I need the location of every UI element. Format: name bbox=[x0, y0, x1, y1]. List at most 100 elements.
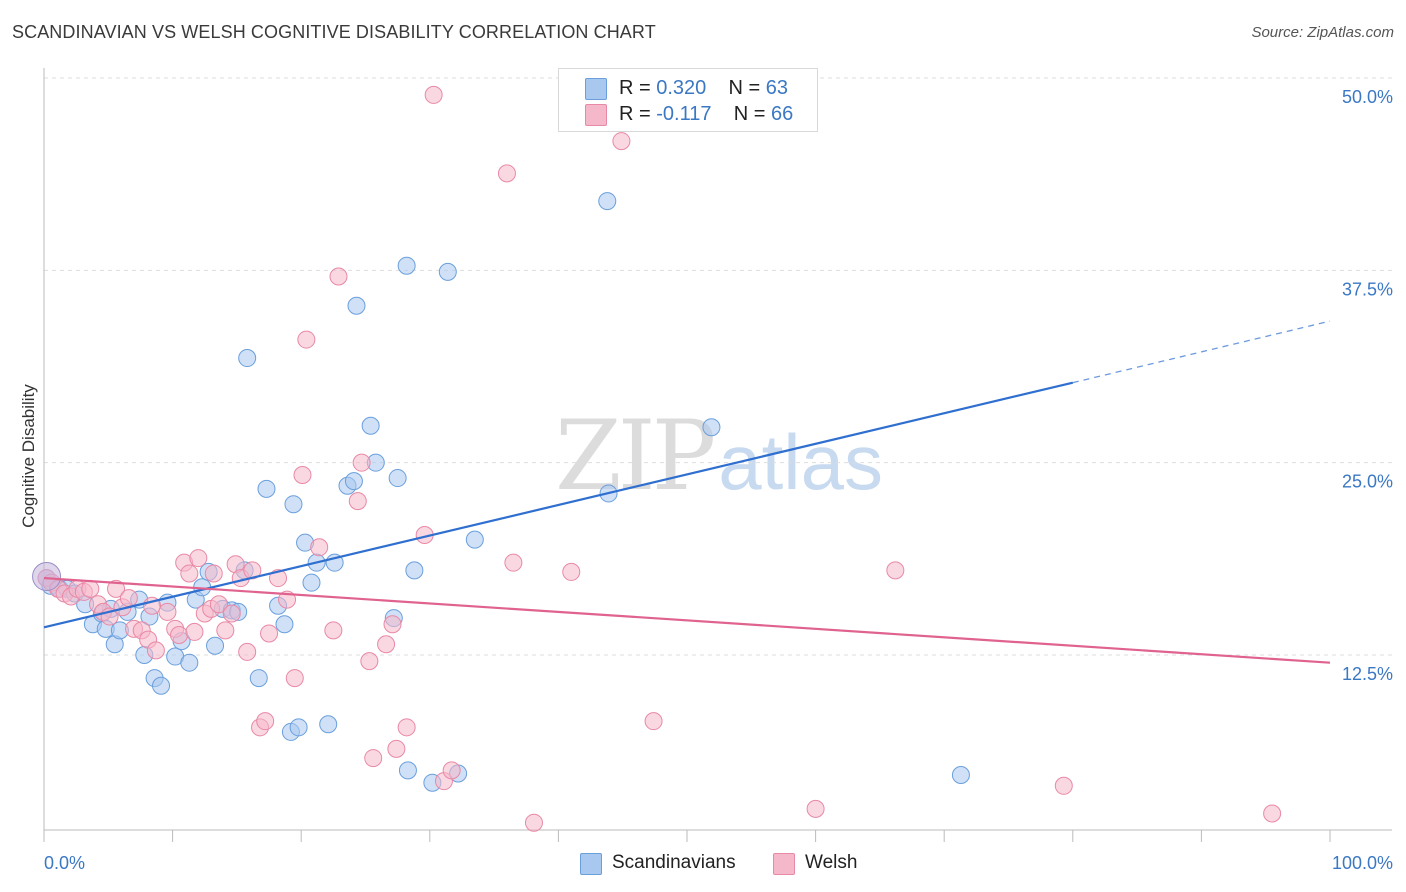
welsh-point bbox=[269, 569, 288, 588]
scandinavian-point bbox=[347, 296, 366, 315]
welsh-point bbox=[497, 164, 516, 183]
scandinavian-point bbox=[275, 615, 294, 634]
y-axis-label: Cognitive Disability bbox=[19, 384, 38, 528]
legend-r-value: -0.117 bbox=[656, 103, 712, 125]
bottom-legend-swatch-scandinavians bbox=[580, 853, 602, 875]
chart-title: SCANDINAVIAN VS WELSH COGNITIVE DISABILI… bbox=[12, 22, 656, 42]
welsh-point bbox=[285, 669, 304, 688]
welsh-point bbox=[524, 813, 543, 832]
welsh-point bbox=[644, 712, 663, 731]
welsh-point bbox=[170, 625, 189, 644]
scandinavian-point bbox=[405, 561, 424, 580]
pooled-point bbox=[32, 562, 62, 592]
welsh-point bbox=[81, 579, 100, 598]
welsh-point bbox=[562, 562, 581, 581]
scandinavian-point bbox=[598, 192, 617, 211]
welsh-point bbox=[1263, 804, 1282, 823]
scandinavian-point bbox=[180, 653, 199, 672]
welsh-point bbox=[806, 799, 825, 818]
welsh-point bbox=[504, 553, 523, 572]
scandinavian-point bbox=[238, 349, 257, 368]
scandinavian-point bbox=[465, 530, 484, 549]
legend-n-value: 66 bbox=[770, 103, 794, 125]
welsh-point bbox=[360, 652, 379, 671]
legend-r-label: R = bbox=[619, 77, 657, 99]
welsh-point bbox=[204, 564, 223, 583]
welsh-point bbox=[185, 622, 204, 641]
welsh-point bbox=[158, 602, 177, 621]
tick-labels: 12.5% 25.0% 37.5% 50.0% 0.0% 100.0% bbox=[44, 87, 1393, 873]
scandinavian-point bbox=[206, 636, 225, 655]
correlation-legend: R = 0.320 N = 63 R = -0.117 N = 66 bbox=[558, 68, 818, 132]
welsh-point bbox=[293, 465, 312, 484]
welsh-point bbox=[189, 549, 208, 568]
welsh-point bbox=[146, 641, 165, 660]
scandinavian-point bbox=[361, 416, 380, 435]
welsh-point bbox=[324, 621, 343, 640]
data-points bbox=[32, 85, 1282, 832]
welsh-point bbox=[348, 492, 367, 511]
watermark: ZIPatlas bbox=[555, 400, 883, 512]
legend-swatch-welsh bbox=[585, 104, 607, 126]
scandinavian-point bbox=[344, 472, 363, 491]
welsh-point bbox=[310, 538, 329, 557]
welsh-point bbox=[329, 267, 348, 286]
x-tick-label: 0.0% bbox=[44, 853, 85, 873]
scandinavian-trend-extension bbox=[1072, 320, 1331, 384]
welsh-point bbox=[442, 761, 461, 780]
y-tick-label: 12.5% bbox=[1342, 664, 1393, 684]
welsh-point bbox=[352, 453, 371, 472]
welsh-point bbox=[424, 85, 443, 104]
legend-n-value: 63 bbox=[765, 77, 789, 99]
scandinavian-point bbox=[152, 676, 171, 695]
scandinavian-point bbox=[289, 718, 308, 737]
welsh-point bbox=[383, 615, 402, 634]
scandinavian-point bbox=[438, 262, 457, 281]
y-tick-label: 50.0% bbox=[1342, 87, 1393, 107]
legend-n-label: N = bbox=[733, 103, 771, 125]
watermark-zip: ZIP bbox=[555, 400, 716, 512]
bottom-legend-swatch-welsh bbox=[773, 853, 795, 875]
legend-r-label: R = bbox=[619, 103, 657, 125]
scandinavian-point bbox=[249, 669, 268, 688]
scandinavian-point bbox=[302, 573, 321, 592]
welsh-point bbox=[238, 642, 257, 661]
welsh-point bbox=[297, 330, 316, 349]
scandinavian-point bbox=[702, 418, 721, 437]
welsh-point bbox=[886, 561, 905, 580]
watermark-atlas: atlas bbox=[718, 418, 883, 506]
y-tick-label: 37.5% bbox=[1342, 279, 1393, 299]
source-label: Source: ZipAtlas.com bbox=[1251, 24, 1394, 41]
welsh-point bbox=[256, 712, 275, 731]
scandinavian-point bbox=[319, 715, 338, 734]
axes bbox=[43, 68, 1392, 842]
scandinavian-point bbox=[257, 479, 276, 498]
welsh-point bbox=[216, 621, 235, 640]
welsh-point bbox=[377, 635, 396, 654]
x-tick-label: 100.0% bbox=[1332, 853, 1393, 873]
scandinavian-point bbox=[284, 495, 303, 514]
scandinavian-point bbox=[397, 256, 416, 275]
welsh-point bbox=[107, 579, 126, 598]
legend-n-label: N = bbox=[728, 77, 766, 99]
legend-swatch-scandinavians bbox=[585, 78, 607, 100]
welsh-point bbox=[119, 589, 138, 608]
welsh-point bbox=[387, 739, 406, 758]
scandinavian-point bbox=[951, 766, 970, 785]
welsh-point bbox=[364, 749, 383, 768]
welsh-point bbox=[209, 595, 228, 614]
trend-lines bbox=[43, 320, 1331, 664]
welsh-point bbox=[222, 604, 241, 623]
welsh-point bbox=[180, 564, 199, 583]
legend-r-value: 0.320 bbox=[656, 77, 707, 99]
y-tick-label: 25.0% bbox=[1342, 472, 1393, 492]
welsh-trend-line bbox=[43, 576, 1331, 664]
bottom-legend-label-welsh: Welsh bbox=[805, 852, 858, 873]
welsh-point bbox=[260, 624, 279, 643]
scandinavian-point bbox=[388, 469, 407, 488]
welsh-point bbox=[612, 132, 631, 151]
scandinavian-point bbox=[398, 761, 417, 780]
scandinavian-trend-line bbox=[43, 381, 1074, 629]
bottom-legend-label-scandinavians: Scandinavians bbox=[612, 852, 736, 873]
